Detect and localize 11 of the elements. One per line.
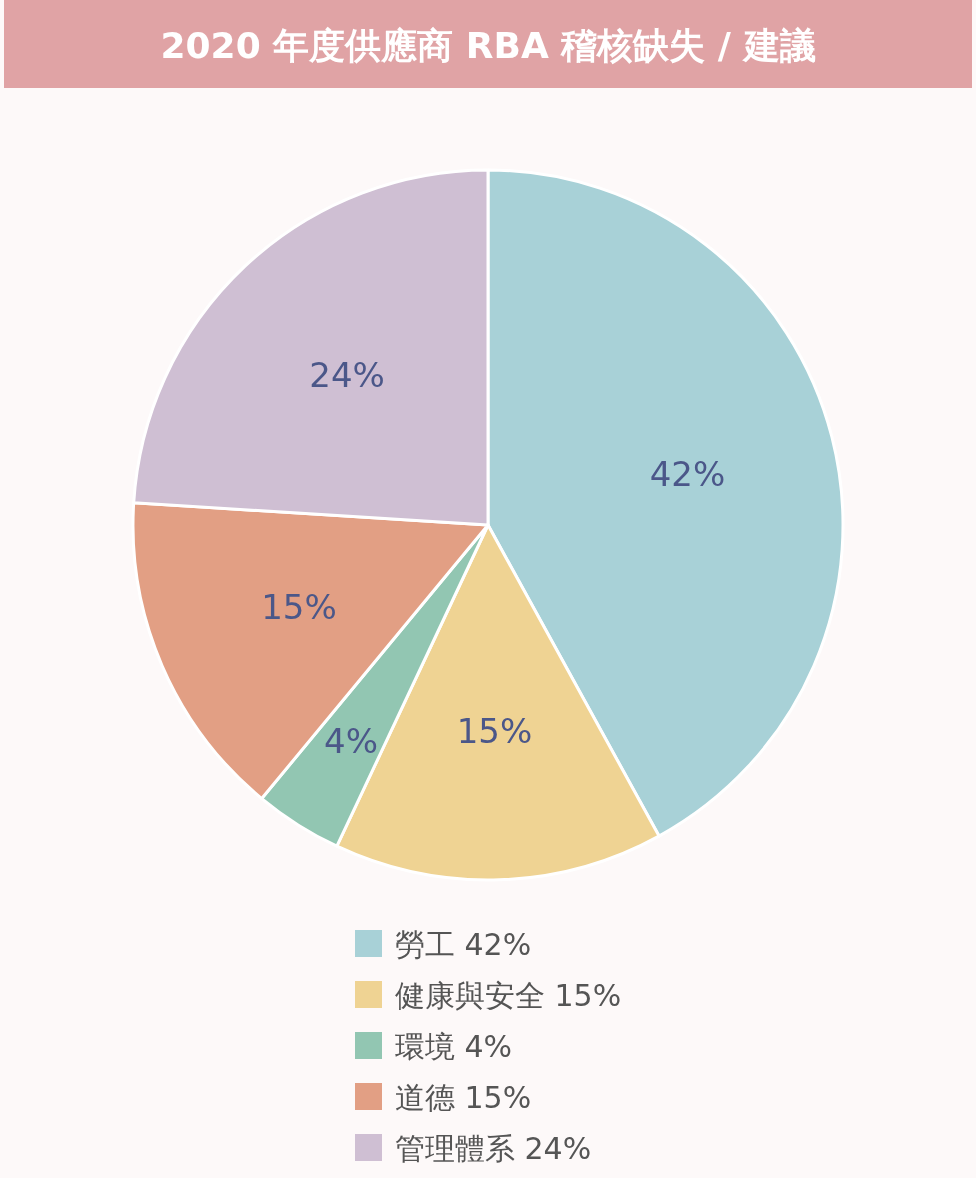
legend-label: 管理體系 24% <box>395 1131 592 1166</box>
data-label: 15% <box>456 710 533 751</box>
chart-title: 2020 年度供應商 RBA 稽核缺失 / 建議 <box>160 25 816 66</box>
data-label: 42% <box>649 453 726 494</box>
legend-label: 健康與安全 15% <box>395 978 622 1013</box>
legend-label: 環境 4% <box>395 1029 513 1064</box>
legend-label: 道德 15% <box>395 1080 532 1115</box>
data-label: 24% <box>309 354 385 395</box>
data-label: 15% <box>261 586 337 627</box>
legend-label: 勞工 42% <box>395 927 532 962</box>
data-label: 4% <box>324 720 379 761</box>
